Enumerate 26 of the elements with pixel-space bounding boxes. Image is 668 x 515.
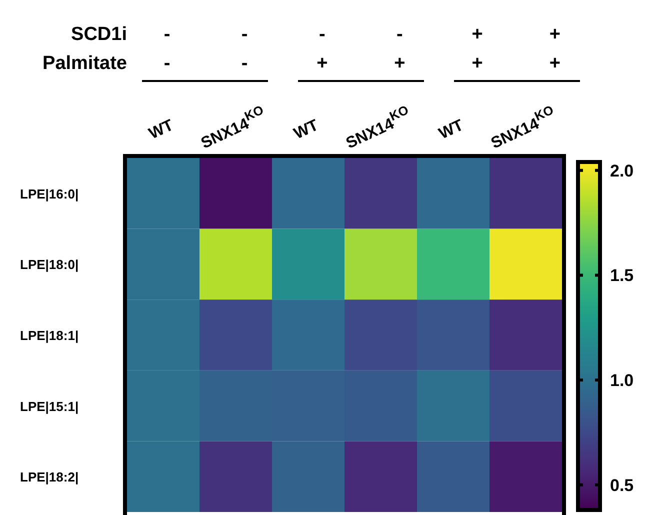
y-tick-label: LPE|18:2| [20,470,79,485]
y-tick-label: LPE|15:1| [20,398,79,414]
text: + [394,53,406,74]
text: - [241,24,248,45]
color-bar-label: 2.0 [610,161,634,180]
text: + [472,24,483,45]
color-bar-label: 1.5 [610,266,634,286]
text: - [164,53,170,74]
text: - [396,24,403,45]
text: - [318,24,326,45]
text: + [549,24,560,45]
text: + [472,53,483,74]
y-tick-label: LPE|18:0| [20,257,79,272]
text: SCD1i [71,24,127,45]
color-bar-label: 0.5 [610,476,634,495]
y-tick-label: LPE|18:1| [20,328,79,343]
text: Palmitate [42,53,127,74]
x-tick-label: WT [291,116,322,143]
x-tick-label: WT [436,116,466,143]
text: + [316,53,328,74]
x-tick-label: WT [146,116,176,143]
text: - [164,24,170,45]
text: + [549,53,560,74]
color-bar-label: 1.0 [610,371,634,390]
y-tick-label: LPE|16:0| [20,186,79,202]
text: - [241,53,248,74]
